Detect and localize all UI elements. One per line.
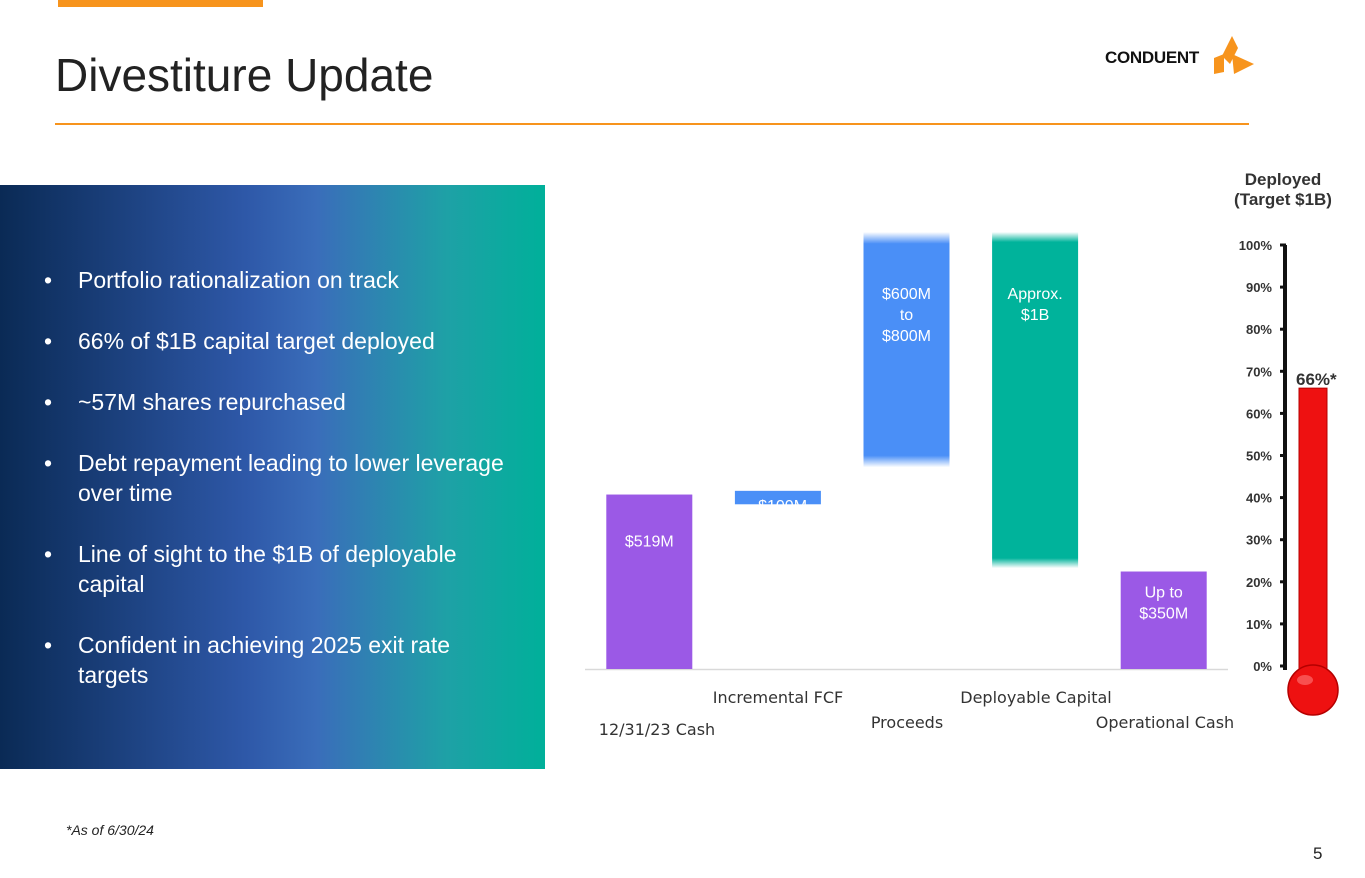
bullet-item: • ~57M shares repurchased	[44, 387, 514, 417]
thermometer-tick-label: 60%	[1246, 406, 1272, 421]
bullet-dot: •	[44, 389, 53, 415]
footnote: *As of 6/30/24	[66, 822, 154, 838]
thermometer-tick-label: 90%	[1246, 280, 1272, 295]
bar-value-label: Approx. $1B	[1008, 286, 1063, 324]
company-logo: CONDUENT	[1105, 34, 1255, 76]
thermometer-tick-label: 20%	[1246, 575, 1272, 590]
thermometer-tick-label: 0%	[1253, 659, 1272, 674]
bullet-text: Debt repayment leading to lower leverage…	[78, 450, 504, 506]
category-label: Proceeds	[871, 713, 943, 732]
thermometer-bulb	[1287, 664, 1339, 716]
thermometer-title-line: Deployed	[1244, 170, 1322, 189]
category-label: 12/31/23 Cash	[599, 720, 715, 739]
waterfall-bar	[606, 494, 693, 669]
thermometer-tick-label: 100%	[1239, 238, 1273, 253]
top-accent-bar	[58, 0, 263, 7]
bullet-item: • Line of sight to the $1B of deployable …	[44, 539, 514, 599]
thermometer-tick-label: 80%	[1246, 322, 1272, 337]
waterfall-bar	[734, 490, 821, 505]
waterfall-bar	[1120, 571, 1207, 669]
bullet-dot: •	[44, 541, 53, 567]
thermometer-tick-label: 70%	[1246, 364, 1272, 379]
thermometer-value: 66%*	[1296, 370, 1337, 389]
bullet-text: Portfolio rationalization on track	[78, 267, 399, 293]
bullet-dot: •	[44, 450, 53, 476]
thermometer-tick-label: 40%	[1246, 491, 1272, 506]
bullet-text: 66% of $1B capital target deployed	[78, 328, 435, 354]
bullet-dot: •	[44, 632, 53, 658]
page-title: Divestiture Update	[55, 49, 434, 101]
bullet-item: • Debt repayment leading to lower leverag…	[44, 448, 514, 508]
waterfall-bar	[863, 232, 950, 468]
title-divider	[55, 123, 1249, 125]
bullet-dot: •	[44, 328, 53, 354]
category-label: Incremental FCF	[713, 688, 843, 707]
page-number: 5	[1313, 844, 1323, 863]
bar-value-label: $519M	[625, 534, 674, 551]
thermometer-title: Deployed (Target $1B)	[1220, 170, 1346, 210]
thermometer-title-line: (Target $1B)	[1234, 190, 1332, 209]
bullet-dot: •	[44, 267, 53, 293]
thermometer-bulb-highlight	[1297, 675, 1313, 685]
summary-panel: • Portfolio rationalization on track • 66% …	[0, 185, 545, 769]
bullet-text: Line of sight to the $1B of deployable c…	[78, 541, 457, 597]
bullet-text: Confident in achieving 2025 exit rate ta…	[78, 632, 451, 688]
bar-value-label: Up to $350M	[1139, 585, 1188, 623]
bullet-item: • Portfolio rationalization on track	[44, 265, 514, 295]
category-label: Deployable Capital	[960, 688, 1111, 707]
bullet-text: ~57M shares repurchased	[78, 389, 346, 415]
thermometer-tick-label: 50%	[1246, 449, 1272, 464]
thermometer-tick-label: 30%	[1246, 533, 1272, 548]
conduent-logo-icon	[1214, 36, 1254, 74]
category-label: Operational Cash	[1096, 713, 1234, 732]
logo-wordmark: CONDUENT	[1105, 48, 1199, 67]
bar-value-label: $600M to $800M	[882, 286, 931, 345]
bullet-item: • Confident in achieving 2025 exit rate t…	[44, 630, 514, 690]
thermometer-tick-label: 10%	[1246, 617, 1272, 632]
bar-value-label: ~$100M	[749, 498, 807, 515]
thermometer-fill	[1298, 387, 1328, 687]
bullet-list: • Portfolio rationalization on track • 66% …	[44, 265, 514, 721]
bullet-item: • 66% of $1B capital target deployed	[44, 326, 514, 356]
waterfall-bar	[992, 232, 1079, 569]
